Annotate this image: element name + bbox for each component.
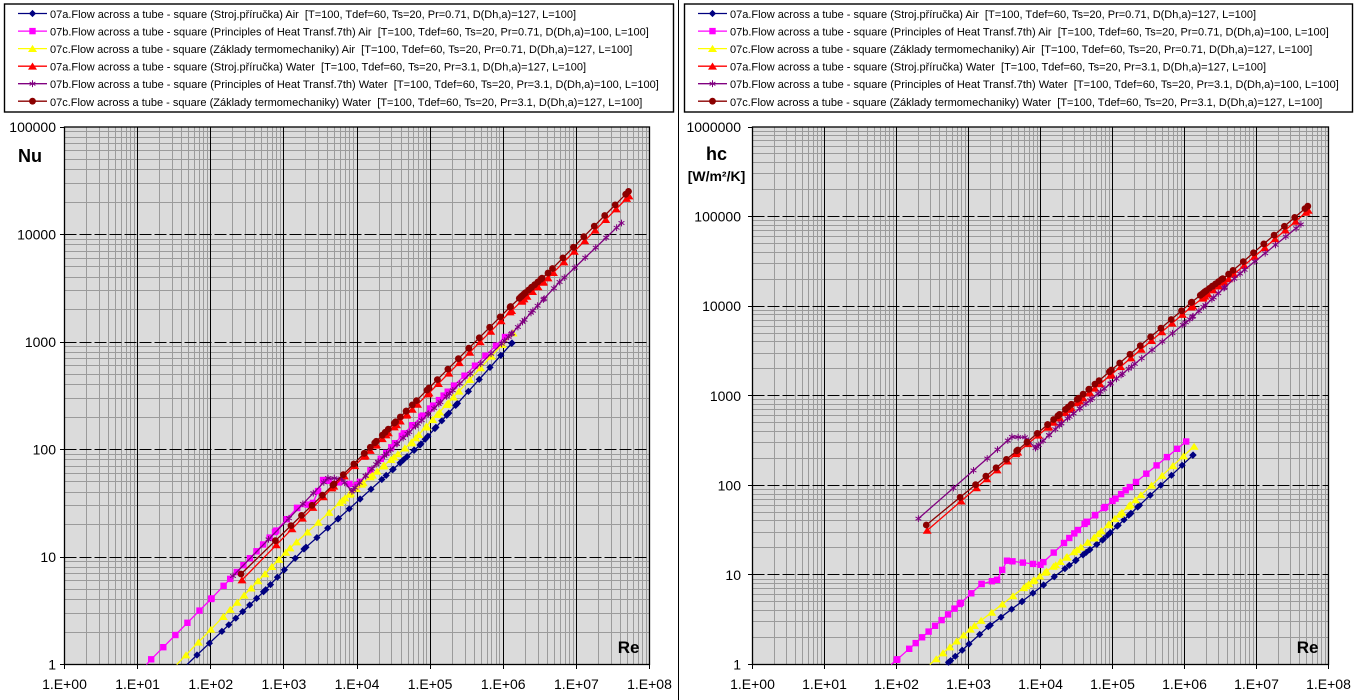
svg-text:1.E+03: 1.E+03 — [262, 676, 307, 692]
svg-text:1000: 1000 — [710, 388, 741, 404]
svg-text:100: 100 — [33, 442, 57, 458]
svg-text:Nu: Nu — [18, 146, 42, 166]
svg-text:07a.Flow across a tube - squar: 07a.Flow across a tube - square (Stroj.p… — [50, 62, 586, 74]
svg-text:100000: 100000 — [9, 119, 56, 135]
svg-text:1.E+07: 1.E+07 — [554, 676, 599, 692]
svg-text:1.E+05: 1.E+05 — [408, 676, 453, 692]
svg-text:1.E+04: 1.E+04 — [335, 676, 380, 692]
svg-text:10000: 10000 — [17, 227, 56, 243]
svg-text:1.E+03: 1.E+03 — [946, 676, 991, 692]
svg-text:1.E+01: 1.E+01 — [115, 676, 160, 692]
svg-text:1.E+08: 1.E+08 — [627, 676, 672, 692]
svg-text:07c.Flow across a tube - squar: 07c.Flow across a tube - square (Základy… — [730, 44, 1312, 56]
svg-text:1.E+06: 1.E+06 — [481, 676, 526, 692]
svg-text:1.E+00: 1.E+00 — [730, 676, 775, 692]
svg-text:1.E+08: 1.E+08 — [1306, 676, 1351, 692]
svg-text:1.E+02: 1.E+02 — [874, 676, 919, 692]
svg-text:07c.Flow across a tube - squar: 07c.Flow across a tube - square (Základy… — [50, 97, 642, 109]
svg-text:[W/m²/K]: [W/m²/K] — [688, 168, 746, 184]
svg-text:07a.Flow across a tube - squar: 07a.Flow across a tube - square (Stroj.p… — [730, 9, 1256, 21]
svg-text:100: 100 — [718, 477, 742, 493]
svg-text:07b.Flow across a tube - squar: 07b.Flow across a tube - square (Princip… — [730, 27, 1329, 39]
svg-text:hc: hc — [706, 144, 727, 164]
svg-text:1.E+07: 1.E+07 — [1234, 676, 1279, 692]
svg-text:07a.Flow across a tube - squar: 07a.Flow across a tube - square (Stroj.p… — [730, 62, 1266, 74]
svg-text:1.E+00: 1.E+00 — [42, 676, 87, 692]
svg-text:07b.Flow across a tube - squar: 07b.Flow across a tube - square (Princip… — [50, 27, 649, 39]
svg-text:1.E+05: 1.E+05 — [1090, 676, 1135, 692]
svg-text:07b.Flow across a tube - squar: 07b.Flow across a tube - square (Princip… — [50, 79, 659, 91]
svg-text:07c.Flow across a tube - squar: 07c.Flow across a tube - square (Základy… — [730, 97, 1322, 109]
svg-text:10: 10 — [40, 549, 56, 565]
svg-text:10000: 10000 — [702, 298, 741, 314]
svg-text:1000000: 1000000 — [686, 119, 741, 135]
svg-text:1: 1 — [48, 657, 56, 673]
svg-text:1.E+06: 1.E+06 — [1162, 676, 1207, 692]
svg-text:1.E+01: 1.E+01 — [802, 676, 847, 692]
svg-text:100000: 100000 — [694, 209, 741, 225]
svg-text:1.E+04: 1.E+04 — [1018, 676, 1063, 692]
svg-text:Re: Re — [1297, 638, 1319, 657]
svg-text:1: 1 — [733, 657, 741, 673]
svg-text:1000: 1000 — [25, 334, 56, 350]
svg-text:Re: Re — [618, 638, 640, 657]
svg-text:1.E+02: 1.E+02 — [188, 676, 233, 692]
svg-text:07a.Flow across a tube - squar: 07a.Flow across a tube - square (Stroj.p… — [50, 9, 576, 21]
svg-text:10: 10 — [725, 567, 741, 583]
svg-text:07b.Flow across a tube - squar: 07b.Flow across a tube - square (Princip… — [730, 79, 1339, 91]
svg-text:07c.Flow across a tube - squar: 07c.Flow across a tube - square (Základy… — [50, 44, 632, 56]
